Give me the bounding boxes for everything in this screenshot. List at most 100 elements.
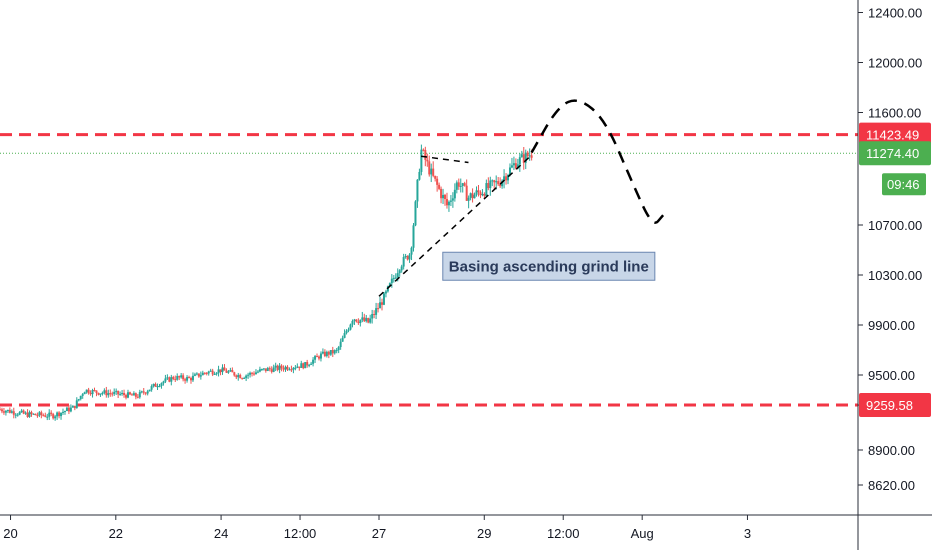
candle-body xyxy=(316,356,319,358)
candle-body xyxy=(81,394,84,396)
candle-body xyxy=(34,413,37,416)
candle-body xyxy=(440,188,443,199)
candle-body xyxy=(422,149,425,151)
candle-body xyxy=(528,155,531,157)
candle-body xyxy=(56,412,59,417)
candle-body xyxy=(245,375,248,378)
candle-body xyxy=(442,194,445,199)
candle-body xyxy=(308,364,311,366)
candle-body xyxy=(312,359,315,364)
candle-body xyxy=(164,378,167,382)
candle-body xyxy=(162,381,165,384)
countdown-tag: 09:46 xyxy=(887,177,920,192)
candle-body xyxy=(282,368,285,370)
candle-body xyxy=(93,390,96,392)
level-price-tag-bg xyxy=(859,122,931,147)
candle-body xyxy=(215,373,218,375)
price-axis[interactable]: 12400.00 12000.00 11600.00 10700.00 10300.00… xyxy=(858,6,922,494)
time-axis[interactable]: 20 22 24 12:00 27 29 12:00 Aug 3 xyxy=(3,515,751,541)
candle-body xyxy=(85,389,88,393)
time-tick-label: 12:00 xyxy=(284,526,317,541)
candle-body xyxy=(479,192,482,196)
candle-body xyxy=(453,189,456,199)
candle-body xyxy=(408,254,411,260)
candle-body xyxy=(152,383,155,387)
candle-body xyxy=(87,389,90,394)
candle-body xyxy=(392,278,395,280)
candle-body xyxy=(121,392,124,394)
candle-body xyxy=(382,293,385,305)
candle-body xyxy=(304,362,307,369)
candle-body xyxy=(233,372,236,376)
candle-body xyxy=(499,184,502,187)
candle-body xyxy=(260,369,263,371)
candle-body xyxy=(2,411,5,413)
candle-body xyxy=(501,180,504,187)
candle-body xyxy=(327,351,330,355)
candle-body xyxy=(445,199,448,206)
candle-body xyxy=(125,395,128,398)
candle-body xyxy=(371,314,374,319)
candle-body xyxy=(471,193,474,199)
candle-body xyxy=(136,396,139,398)
projection-path[interactable] xyxy=(530,99,665,224)
candle-body xyxy=(481,193,484,196)
candle-body xyxy=(420,149,423,172)
candle-body xyxy=(266,368,269,371)
candle-body xyxy=(38,412,41,416)
candle-body xyxy=(349,324,352,330)
candle-body xyxy=(182,375,185,380)
candle-body xyxy=(10,411,13,413)
candle-body xyxy=(221,367,224,373)
candle-body xyxy=(363,317,366,322)
candle-body xyxy=(355,319,358,322)
candle-body xyxy=(359,319,362,324)
candle-body xyxy=(398,270,401,274)
candle-body xyxy=(264,368,267,371)
ascending-trend-line[interactable] xyxy=(378,154,533,297)
candle-body xyxy=(465,185,468,201)
price-tick-label: 10700.00 xyxy=(868,218,922,233)
candle-body xyxy=(144,392,147,394)
annotation-box[interactable] xyxy=(442,251,656,281)
candle-body xyxy=(329,349,332,355)
candle-body xyxy=(6,409,9,412)
candle-body xyxy=(69,407,72,412)
candle-body xyxy=(249,372,252,375)
time-tick-label: 24 xyxy=(214,526,228,541)
candle-body xyxy=(396,273,399,278)
candle-body xyxy=(111,393,114,395)
candle-body xyxy=(176,376,179,380)
price-tick-label: 8900.00 xyxy=(868,443,915,458)
candle-body xyxy=(380,302,383,305)
horizontal-levels[interactable] xyxy=(0,133,858,407)
candle-body xyxy=(231,370,234,373)
candle-body xyxy=(284,366,287,370)
candle-body xyxy=(424,150,427,160)
trend-drawings[interactable] xyxy=(378,99,665,297)
triangle-top-line[interactable] xyxy=(421,155,469,164)
time-tick-label: 27 xyxy=(372,526,386,541)
candle-body xyxy=(134,393,137,397)
candle-body xyxy=(459,185,462,187)
candle-body xyxy=(341,337,344,342)
price-tick-label: 11600.00 xyxy=(868,106,921,121)
time-tick-label: 22 xyxy=(109,526,123,541)
candle-body xyxy=(436,178,439,185)
candle-body xyxy=(95,390,98,393)
candle-body xyxy=(522,154,525,163)
candle-body xyxy=(89,393,92,395)
candle-body xyxy=(373,314,376,316)
candle-body xyxy=(451,198,454,201)
price-tick-label: 9900.00 xyxy=(868,318,915,333)
candle-body xyxy=(65,407,68,412)
level-price-tag-bg xyxy=(859,393,931,418)
time-tick-label: 3 xyxy=(744,526,751,541)
candle-body xyxy=(361,317,364,320)
candle-body xyxy=(280,365,283,369)
candle-body xyxy=(189,378,192,381)
chart-annotation[interactable]: Basing ascending grind line xyxy=(442,251,656,281)
candle-body xyxy=(497,181,500,185)
candle-body xyxy=(174,379,177,381)
